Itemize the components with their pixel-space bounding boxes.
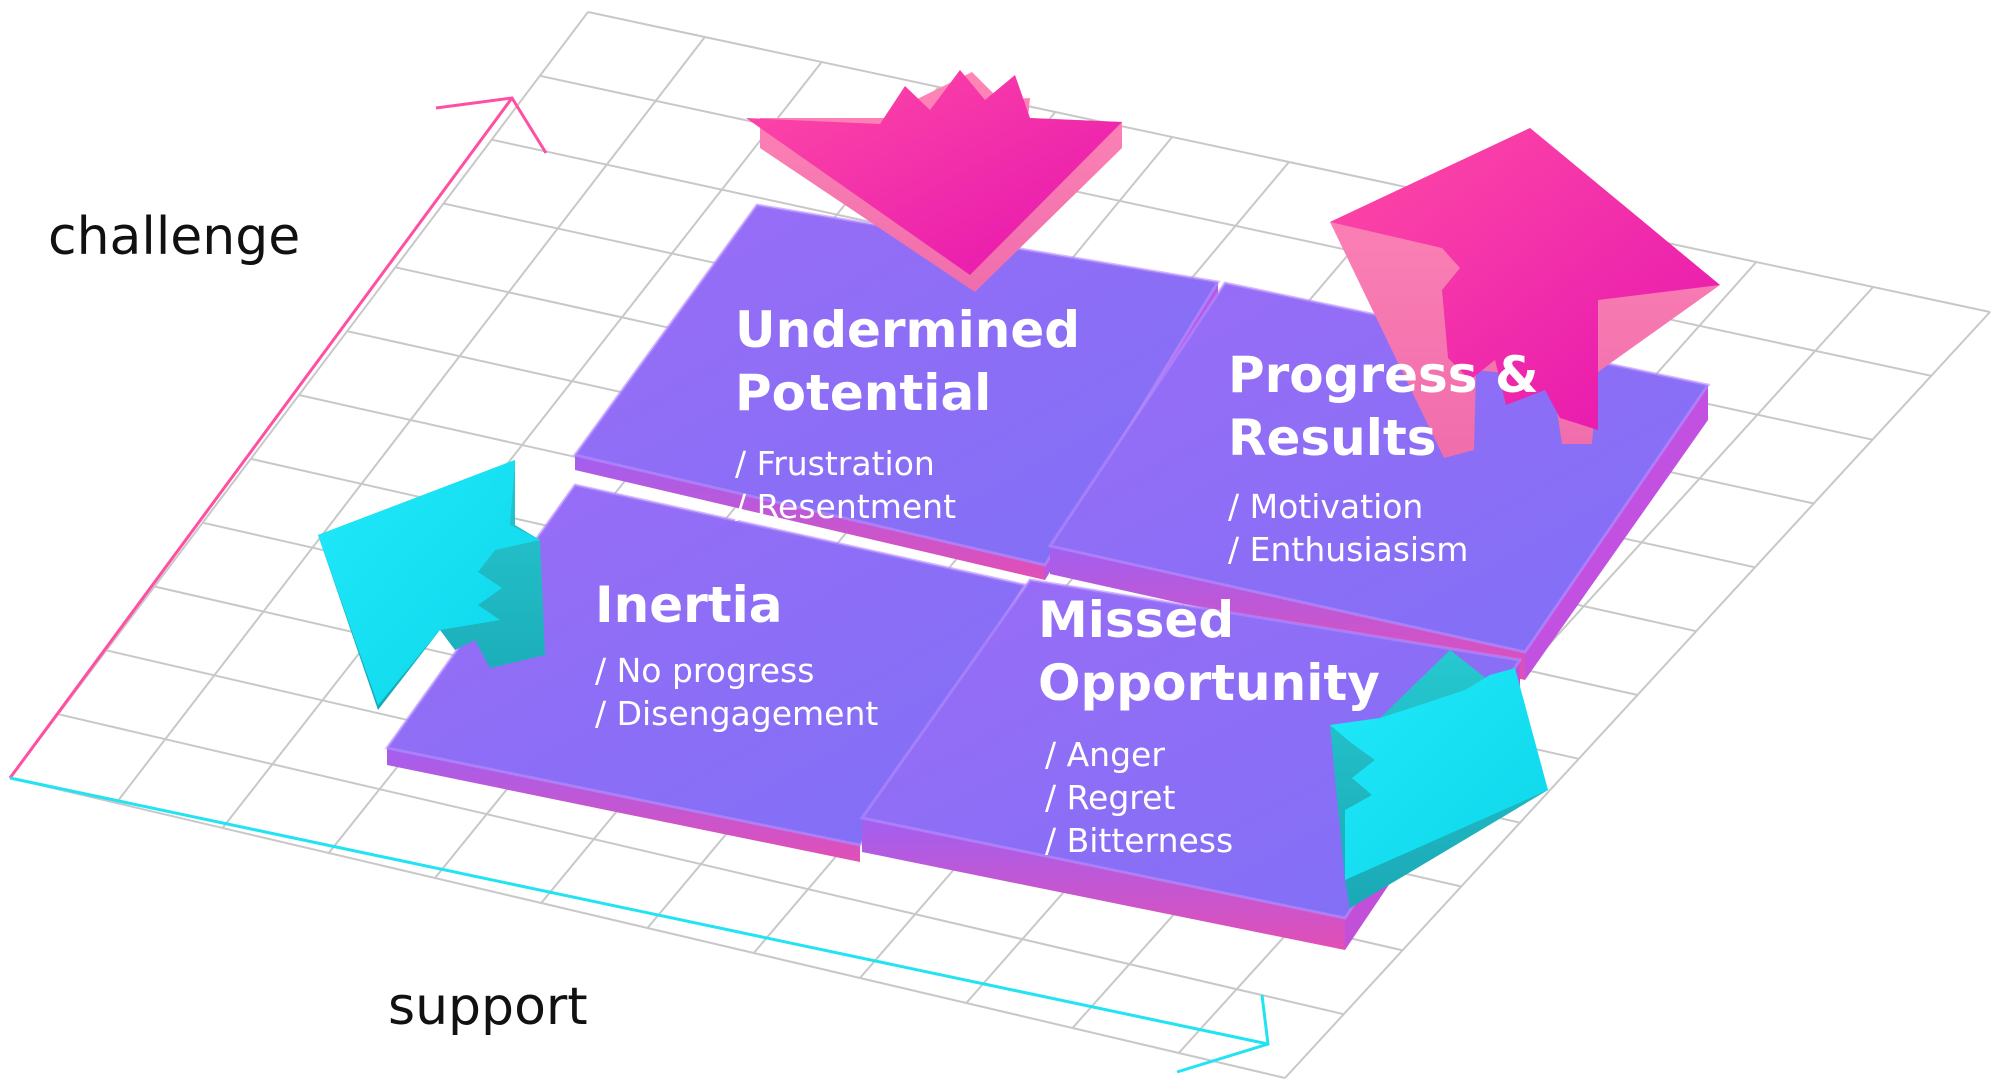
quadrant-title-line2: Potential: [735, 364, 991, 422]
quadrant-bottom-right: Missed Opportunity / Anger / Regret / Bi…: [1038, 591, 1380, 860]
quadrant-title-line2: Results: [1228, 409, 1437, 467]
quadrant-item: / Anger: [1045, 735, 1165, 774]
quadrant-title-line1: Missed: [1038, 591, 1234, 649]
quadrant-item: / Frustration: [735, 444, 935, 483]
up-arrow-icon: [1330, 128, 1720, 458]
quadrant-item: / Resentment: [735, 487, 956, 526]
y-axis-arrowhead: [435, 96, 548, 154]
quadrant-top-right: Progress & Results / Motivation / Enthus…: [1228, 346, 1539, 569]
quadrant-item: / Disengagement: [595, 694, 878, 733]
quadrant-item: / No progress: [595, 651, 814, 690]
quadrant-item: / Enthusiasism: [1228, 530, 1468, 569]
y-axis-line: [8, 97, 514, 779]
quadrant-bottom-left: Inertia / No progress / Disengagement: [595, 576, 878, 733]
quadrant-item: / Motivation: [1228, 487, 1423, 526]
quadrant-title-line1: Progress &: [1228, 346, 1539, 404]
quadrant-title-line1: Undermined: [735, 301, 1080, 359]
left-arrow-icon: [318, 460, 545, 710]
y-axis-label: challenge: [48, 207, 300, 267]
quadrant-top-left: Undermined Potential / Frustration / Res…: [735, 301, 1080, 526]
x-axis-line: [9, 776, 1269, 1046]
down-arrow-icon: [746, 70, 1122, 292]
grid-line-v-12: [587, 11, 1991, 313]
x-axis-label: support: [388, 977, 588, 1037]
quadrant-title-line1: Inertia: [595, 576, 783, 634]
quadrant-item: / Regret: [1045, 778, 1175, 817]
quadrant-title-line2: Opportunity: [1038, 654, 1380, 712]
right-arrow-icon: [1330, 650, 1548, 908]
quadrant-item: / Bitterness: [1045, 821, 1233, 860]
grid-line-u-12: [1284, 311, 1991, 1079]
axes: [8, 96, 1270, 1074]
x-axis-arrowhead: [1176, 994, 1270, 1074]
